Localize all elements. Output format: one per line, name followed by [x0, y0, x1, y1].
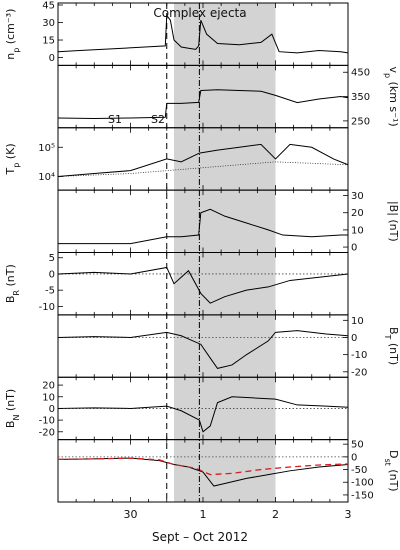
- y-tick-label: -20: [39, 427, 55, 438]
- y-tick-label: 350: [351, 92, 370, 103]
- x-tick-label: 3: [345, 508, 352, 521]
- y-tick-label: 30: [351, 191, 364, 202]
- y-tick-label: 10⁴: [38, 172, 55, 183]
- data-trace: [57, 14, 349, 54]
- y-tick-label: 0: [351, 243, 357, 254]
- data-trace: [57, 330, 349, 369]
- y-tick-label: -10: [39, 302, 55, 313]
- y-tick-label: 450: [351, 68, 370, 79]
- panel-axis-label: Tp (K): [4, 143, 21, 175]
- y-tick-label: 30: [42, 18, 55, 29]
- y-tick-label: 10: [42, 392, 55, 403]
- shock-marker-lines: [166, 3, 200, 502]
- y-tick-label: -10: [351, 350, 367, 361]
- data-trace: [57, 266, 349, 304]
- y-tick-label: 20: [42, 381, 55, 392]
- y-tick-label: 0: [351, 333, 357, 344]
- y-tick-label: 20: [351, 208, 364, 219]
- panel-axis-label: BR (nT): [4, 264, 21, 303]
- y-tick-label: 10: [351, 225, 364, 236]
- y-tick-label: 0: [49, 53, 55, 64]
- y-tick-label: -50: [351, 465, 367, 476]
- y-tick-label: 10⁵: [38, 143, 55, 154]
- x-tick-label: 2: [272, 508, 279, 521]
- panel-8: -150-100 -50 050 Dst (nT): [57, 439, 400, 503]
- y-tick-label: 15: [42, 36, 55, 47]
- y-tick-label: 0: [49, 269, 55, 280]
- region-label: Complex ejecta: [153, 6, 246, 20]
- y-tick-label: 50: [351, 440, 364, 451]
- y-tick-label: -10: [39, 416, 55, 427]
- y-tick-label: -5: [45, 286, 55, 297]
- y-tick-label: 250: [351, 116, 370, 127]
- data-trace: [57, 89, 349, 119]
- data-trace: [57, 396, 349, 433]
- panel-axis-label: np (cm⁻³): [4, 9, 21, 60]
- panel-axis-label: BN (nT): [4, 389, 21, 428]
- panel-axis-label: |B| (nT): [387, 201, 400, 242]
- y-tick-label: -20: [351, 367, 367, 378]
- x-axis-label: Sept – Oct 2012: [152, 530, 248, 544]
- y-tick-label: -150: [351, 490, 374, 501]
- x-tick-label: 1: [200, 508, 207, 521]
- panel-axis-label: vp (km s⁻¹): [384, 66, 400, 126]
- y-tick-label: 0: [49, 404, 55, 415]
- event-label-s2: S2: [151, 113, 165, 126]
- panel-1: 0 15 30 45 np (cm⁻³): [4, 1, 349, 66]
- expected-temperature-line: [57, 161, 349, 177]
- y-tick-label: -100: [351, 478, 374, 489]
- x-tick-label: 30: [124, 508, 138, 521]
- y-tick-label: 45: [42, 1, 55, 12]
- panel-axis-label: Dst (nT): [384, 450, 400, 492]
- data-trace: [57, 457, 349, 487]
- data-trace: [58, 208, 348, 245]
- data-trace: [57, 143, 349, 177]
- y-tick-label: 0: [351, 452, 357, 463]
- panel-axis-label: BT (nT): [384, 327, 400, 365]
- event-label-s1: S1: [108, 113, 122, 126]
- panel-2: 250 350 450 vp (km s⁻¹): [57, 64, 400, 129]
- x-axis-tick-labels: 30 1 2 3: [124, 508, 352, 521]
- y-tick-label: 10: [351, 316, 364, 327]
- y-tick-label: 5: [49, 253, 55, 264]
